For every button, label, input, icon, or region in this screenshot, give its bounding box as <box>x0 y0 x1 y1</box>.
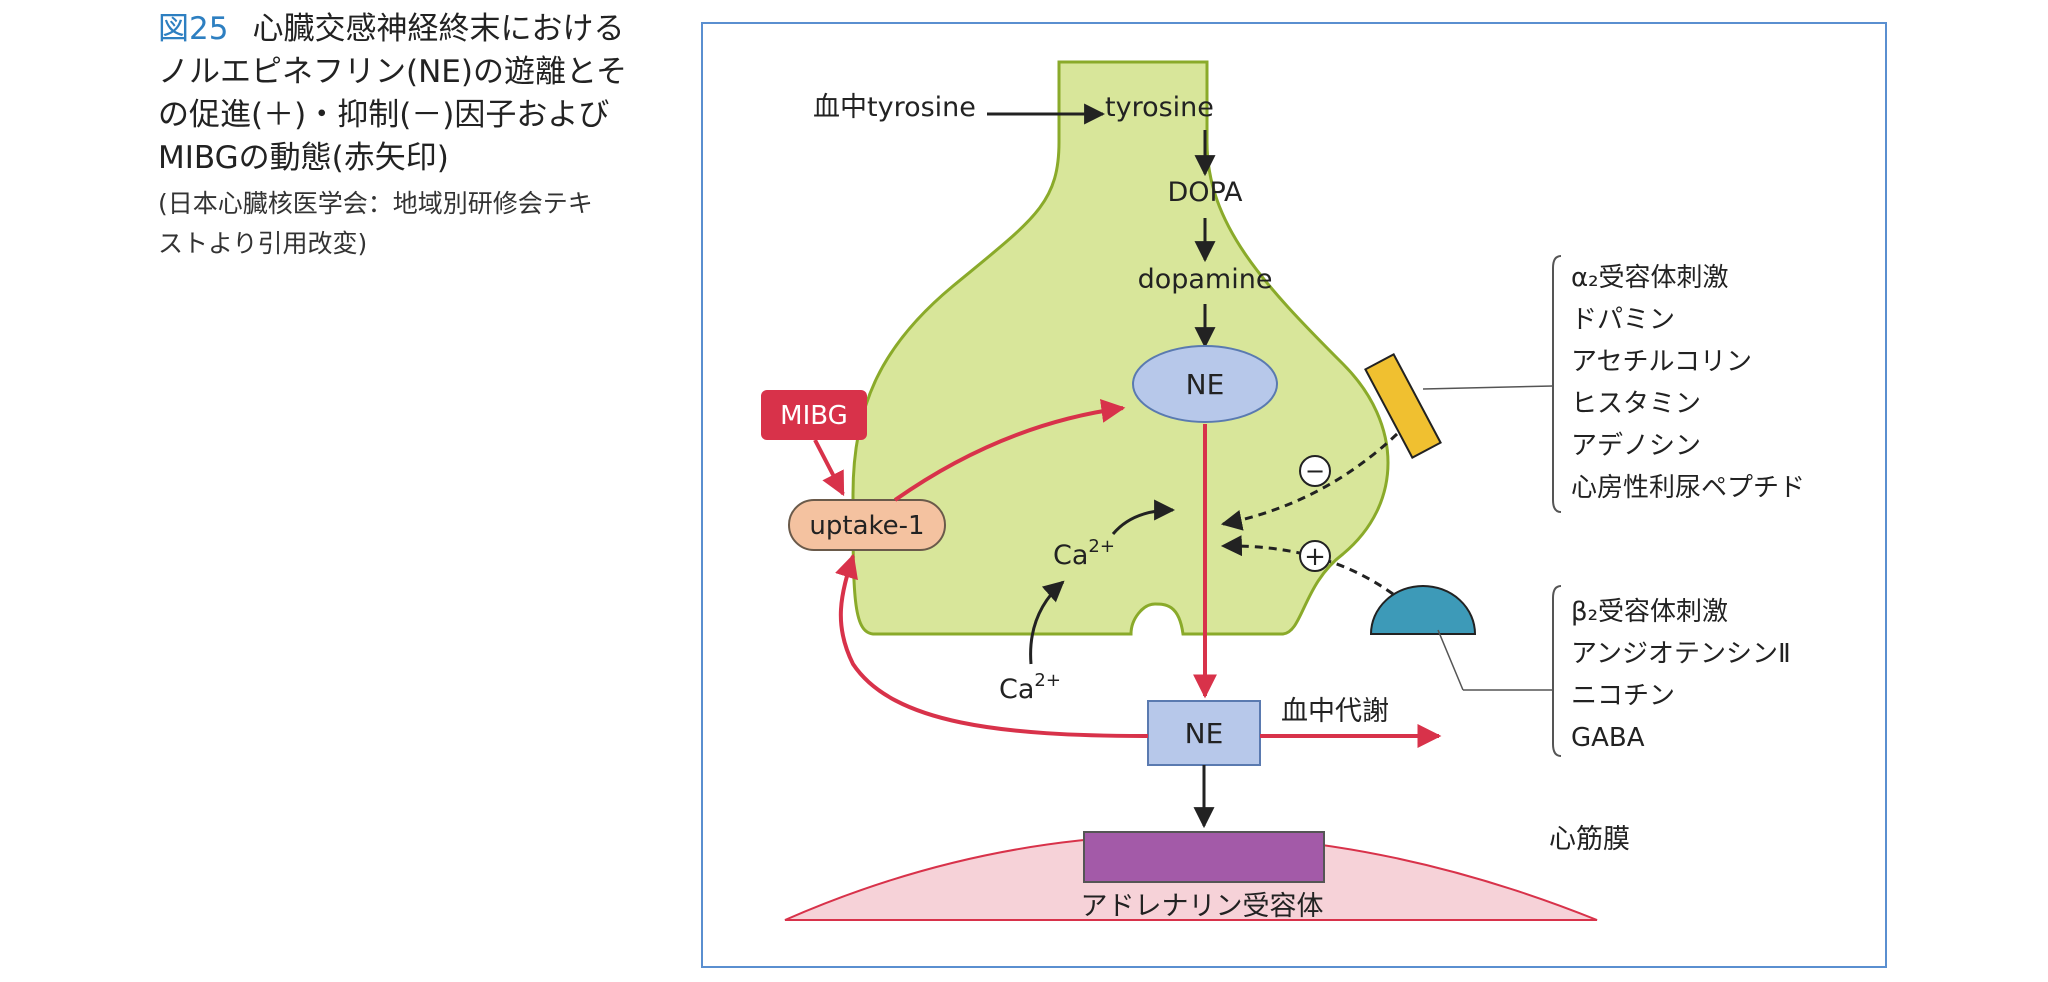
caption-title-line-1: 心臓交感神経終末における <box>252 11 625 47</box>
caption-title: 図25 心臓交感神経終末における <box>158 8 698 51</box>
caption-title-line-4: MIBGの動態(赤矢印) <box>158 140 449 176</box>
alpha2-receptor <box>1364 352 1442 460</box>
promoter-angiotensin: アンジオテンシンⅡ <box>1571 639 1791 669</box>
ne-vesicle-label: NE <box>1186 368 1225 401</box>
caption-title-line-3: の促進(＋)・抑制(－)因子および <box>158 97 610 133</box>
inhibitor-alpha2: α₂受容体刺激 <box>1571 263 1729 293</box>
blood-tyrosine-label: 血中tyrosine <box>813 92 976 123</box>
promoter-bracket <box>1552 585 1562 757</box>
mibg-to-uptake-arrow <box>813 439 845 497</box>
adrenergic-receptor-label: アドレナリン受容体 <box>1081 891 1324 922</box>
blood-metabolism-label: 血中代謝 <box>1281 696 1389 727</box>
released-ne-label: NE <box>1185 717 1224 750</box>
promoter-nicotine: ニコチン <box>1571 681 1675 711</box>
alpha2-leader-line <box>1422 385 1554 390</box>
sympathetic-terminal-diagram: アドレナリン受容体 心筋膜 血中tyrosine tyrosine DOPA d… <box>761 60 1805 922</box>
inhibitor-acetylcholine: アセチルコリン <box>1571 347 1752 377</box>
ca-influx-arrow <box>1029 580 1065 665</box>
ca-outer-base: Ca <box>999 674 1034 705</box>
minus-sign: − <box>1305 457 1325 485</box>
uptake-1-transporter <box>788 499 946 551</box>
plus-badge <box>1299 540 1331 572</box>
figure-caption: 図25 心臓交感神経終末における ノルエピネフリン(NE)の遊離とそ の促進(＋)… <box>158 8 698 264</box>
beta2-leader-line <box>1437 629 1464 691</box>
inhibitor-adenosine: アデノシン <box>1571 431 1701 461</box>
ca-inner-base: Ca <box>1053 540 1088 571</box>
dopamine-label: dopamine <box>1138 264 1273 295</box>
caption-source: (日本心臓核医学会：地域別研修会テキ ストより引用改変) <box>158 184 698 264</box>
mibg-label: MIBG <box>780 401 848 431</box>
cardiac-membrane-label: 心筋膜 <box>1549 824 1630 855</box>
ca-outer-charge: 2+ <box>1034 670 1061 691</box>
tyrosine-label: tyrosine <box>1105 92 1214 123</box>
inhibitor-anp: 心房性利尿ペプチド <box>1571 473 1805 503</box>
inhibitor-dopamine: ドパミン <box>1571 305 1675 335</box>
adrenergic-receptor-box <box>1083 831 1325 883</box>
beta2-receptor <box>1369 585 1477 635</box>
caption-source-line-2: ストより引用改変) <box>158 229 368 258</box>
nerve-terminal <box>851 60 1390 636</box>
ca-inner-label: Ca2+ <box>1053 536 1115 571</box>
dopa-label: DOPA <box>1167 177 1243 208</box>
diagram-frame: アドレナリン受容体 心筋膜 血中tyrosine tyrosine DOPA d… <box>701 22 1887 968</box>
reuptake-arrow <box>835 553 1149 738</box>
ca-inner-charge: 2+ <box>1088 536 1115 557</box>
uptake-to-ne-arrow <box>893 398 1126 502</box>
caption-title-line-2: ノルエピネフリン(NE)の遊離とそ <box>158 54 628 90</box>
caption-source-line-1: (日本心臓核医学会：地域別研修会テキ <box>158 189 593 218</box>
inhibitor-bracket <box>1552 255 1562 513</box>
inhibition-dashed-arrow <box>1220 432 1399 531</box>
plus-sign: + <box>1304 542 1326 572</box>
ca-outer-label: Ca2+ <box>999 670 1061 705</box>
promoter-gaba: GABA <box>1571 723 1645 753</box>
promoter-beta2: β₂受容体刺激 <box>1571 597 1728 627</box>
mibg-box <box>761 390 867 440</box>
inhibitor-histamine: ヒスタミン <box>1571 389 1701 419</box>
ca-to-release-arrow <box>1111 499 1176 535</box>
minus-badge <box>1299 455 1331 487</box>
uptake-1-label: uptake-1 <box>809 511 924 541</box>
figure-number: 図25 <box>158 11 229 47</box>
ne-vesicle <box>1132 345 1278 423</box>
